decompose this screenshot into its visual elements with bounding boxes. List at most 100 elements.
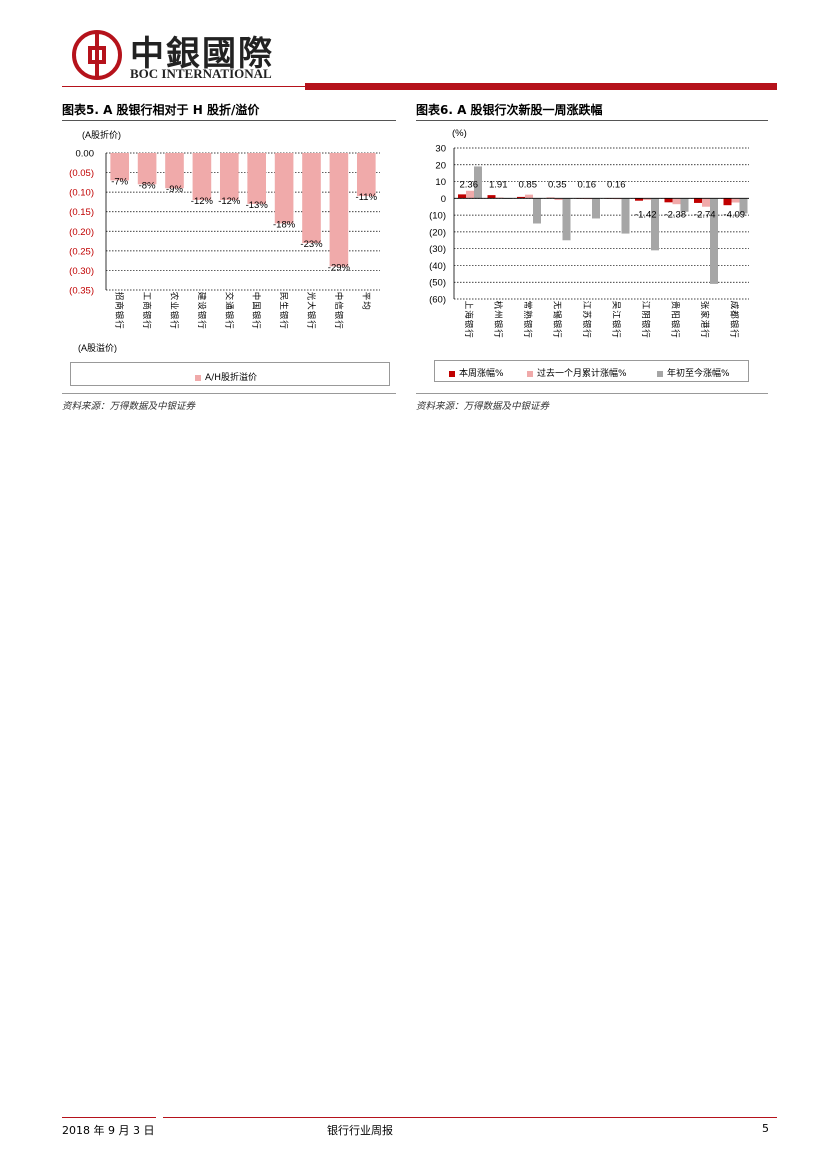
- bar: [672, 198, 681, 205]
- data-label: 0.85: [519, 179, 538, 190]
- bar: [613, 198, 622, 200]
- bar: [651, 198, 659, 251]
- x-tick-label: 贵: [670, 301, 680, 310]
- x-tick-label: 行: [252, 320, 262, 329]
- bar: [584, 198, 592, 200]
- x-tick-label: 银: [142, 311, 152, 320]
- bar: [356, 153, 376, 197]
- x-tick-label: 均: [361, 301, 371, 310]
- x-tick-label: 通: [224, 301, 234, 310]
- x-tick-label: 行: [700, 329, 710, 338]
- x-tick-label: 生: [279, 301, 289, 310]
- legend-item-ah: A/H股折溢价: [195, 370, 257, 383]
- y-tick-label: (40): [429, 261, 446, 272]
- left-title-rule: [62, 120, 396, 121]
- x-tick-label: 招: [115, 292, 125, 301]
- x-tick-label: 江: [611, 310, 621, 319]
- bar: [517, 196, 525, 199]
- x-tick-label: 行: [334, 320, 344, 329]
- data-label: -23%: [300, 239, 323, 250]
- footer-date: 2018 年 9 月 3 日: [62, 1124, 155, 1137]
- bar: [110, 153, 130, 181]
- x-tick-label: 行: [670, 329, 680, 338]
- x-tick-label: 行: [582, 329, 592, 338]
- data-label: -12%: [218, 196, 241, 207]
- bar: [495, 197, 504, 199]
- right-source-note: 资料来源：万得数据及中银证券: [416, 401, 550, 412]
- x-tick-label: 银: [729, 320, 739, 329]
- x-tick-label: 银: [611, 320, 621, 329]
- bar: [329, 153, 349, 267]
- bar: [554, 198, 563, 201]
- x-tick-label: 行: [641, 329, 651, 338]
- ah-premium-chart: (A股折价) 0.00 (0.05) (0.10) (0.15) (0.20) (0.25)…: [69, 129, 380, 353]
- x-tick-label: 中: [252, 292, 262, 301]
- footer-line-right: [163, 1117, 777, 1118]
- right-legend: 本周涨幅% 过去一个月累计涨幅% 年初至今涨幅%: [434, 360, 749, 382]
- data-label: -13%: [246, 200, 269, 211]
- x-tick-label: 张: [700, 301, 710, 310]
- x-tick-label: 常: [523, 301, 533, 310]
- logo-chinese-name: 中銀國際: [130, 34, 274, 74]
- x-tick-label: 上: [464, 301, 474, 310]
- bar: [664, 198, 673, 203]
- bar: [165, 153, 184, 189]
- y-axis-title-top: (A股折价): [82, 129, 121, 140]
- x-tick-label: 行: [611, 329, 621, 338]
- x-tick-label: 银: [464, 320, 474, 329]
- y-tick-label: (20): [429, 227, 446, 238]
- legend-label: 过去一个月累计涨幅%: [537, 369, 627, 379]
- legend-label: A/H股折溢价: [205, 373, 257, 383]
- x-tick-label: 江: [582, 301, 592, 310]
- bar: [643, 198, 651, 201]
- x-tick-label: 行: [224, 320, 234, 329]
- x-tick-label: 业: [170, 301, 180, 310]
- data-label: -29%: [328, 263, 351, 274]
- x-tick-label: 海: [464, 310, 474, 319]
- x-tick-label: 交: [224, 292, 234, 301]
- x-tick-label: 建: [197, 292, 207, 301]
- x-tick-label: 行: [170, 320, 180, 329]
- x-tick-label: 银: [334, 311, 344, 320]
- left-source-note: 资料来源：万得数据及中银证券: [62, 401, 196, 412]
- x-tick-label: 港: [700, 320, 710, 329]
- data-label: 2.36: [460, 179, 479, 190]
- legend-swatch-pink: [195, 374, 201, 381]
- left-source-rule: [62, 393, 396, 394]
- footer-line-left: [62, 1117, 156, 1118]
- logo-english-name: BOC INTERNATIONAL: [130, 66, 272, 81]
- bar: [592, 198, 600, 219]
- y-tick-label: (10): [429, 211, 446, 222]
- data-label: -2.38: [664, 209, 686, 220]
- x-tick-label: 家: [700, 310, 710, 319]
- y-axis-title-bottom: (A股溢价): [78, 342, 117, 353]
- bar: [731, 198, 740, 203]
- left-figure-title: 图表5. A 股银行相对于 H 股折/溢价: [62, 103, 260, 117]
- x-tick-label: 大: [307, 301, 317, 310]
- right-title-rule: [416, 120, 768, 121]
- x-tick-label: 银: [115, 311, 125, 320]
- bar: [694, 198, 702, 203]
- bar: [710, 198, 718, 284]
- legend-item-week: 本周涨幅%: [449, 366, 504, 379]
- x-tick-label: 银: [224, 311, 234, 320]
- x-tick-label: 行: [279, 320, 289, 329]
- x-tick-label: 银: [197, 311, 207, 320]
- x-tick-label: 锡: [552, 310, 562, 319]
- right-source-rule: [416, 393, 768, 394]
- bar: [487, 195, 496, 199]
- data-label: -11%: [356, 192, 378, 203]
- bar: [533, 198, 541, 224]
- bar: [723, 198, 732, 206]
- x-tick-label: 阴: [641, 310, 651, 319]
- x-tick-label: 国: [252, 301, 262, 310]
- x-tick-label: 无: [552, 301, 562, 310]
- x-tick-label: 熟: [523, 310, 533, 319]
- data-label: -7%: [111, 176, 128, 187]
- y-tick-label: 10: [435, 177, 446, 188]
- y-tick-label: (0.20): [69, 227, 94, 238]
- x-tick-label: 工: [142, 292, 152, 301]
- legend-item-month: 过去一个月累计涨幅%: [527, 366, 627, 379]
- left-legend: A/H股折溢价: [70, 362, 390, 386]
- x-tick-label: 苏: [582, 310, 592, 319]
